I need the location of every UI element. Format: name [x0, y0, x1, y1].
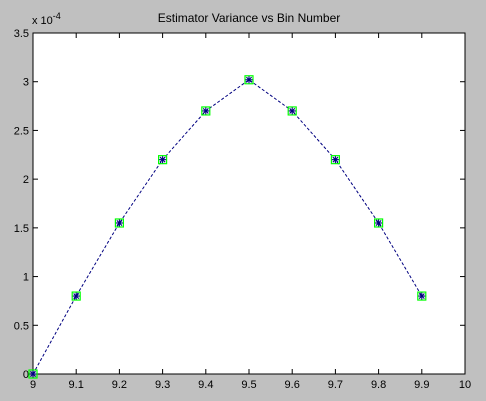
x-tick-label: 9.2 — [112, 379, 127, 391]
y-tick-label: 1 — [23, 272, 29, 284]
data-point — [71, 291, 81, 301]
marker-square — [287, 106, 297, 116]
series-line — [32, 79, 423, 375]
marker-square — [158, 155, 168, 165]
marker-square — [417, 291, 427, 301]
data-point — [244, 75, 254, 85]
x-tick-label: 9.7 — [328, 379, 343, 391]
x-tick-label: 10 — [459, 379, 471, 391]
data-point — [114, 218, 125, 228]
data-point — [374, 218, 384, 228]
y-tick-label: 2.5 — [14, 125, 29, 137]
y-tick-label: 0 — [23, 369, 29, 381]
x-tick-label: 9.9 — [414, 379, 429, 391]
marker-square — [330, 155, 340, 165]
data-point — [201, 106, 211, 116]
x-tick-label: 9.5 — [241, 379, 256, 391]
x-tick-label: 9.8 — [371, 379, 386, 391]
chart-title: Estimator Variance vs Bin Number — [158, 11, 341, 25]
axis-ticks: 9 9.1 9.2 9.3 9.4 9.5 9.6 9.7 9.8 9.9 10 0 0.5 1 1.5 2 2… — [14, 28, 471, 391]
data-point — [330, 155, 340, 165]
y-tick-label: 2 — [23, 174, 29, 186]
marker-square — [28, 369, 38, 379]
x-tick-label: 9.1 — [69, 379, 84, 391]
marker-square — [244, 75, 254, 85]
y-exponent-power: -4 — [53, 11, 61, 21]
data-series — [28, 75, 427, 379]
x-tick-label: 9.3 — [155, 379, 170, 391]
x-tick-label: 9 — [30, 379, 36, 391]
marker-square — [71, 291, 81, 301]
data-point — [417, 291, 427, 301]
y-tick-label: 1.5 — [14, 223, 29, 235]
marker-square — [114, 218, 125, 228]
marker-square — [201, 106, 211, 116]
plot-area — [32, 32, 466, 375]
y-tick-label: 3 — [23, 77, 29, 89]
y-tick-label: 0.5 — [14, 320, 29, 332]
marker-square — [374, 218, 384, 228]
y-exponent-label: x 10-4 — [32, 11, 61, 27]
data-point — [28, 369, 38, 379]
data-point — [158, 155, 168, 165]
x-tick-label: 9.6 — [285, 379, 300, 391]
x-tick-label: 9.4 — [198, 379, 213, 391]
data-point — [287, 106, 297, 116]
y-tick-label: 3.5 — [14, 28, 29, 40]
y-exponent-base: x 10 — [32, 15, 53, 27]
